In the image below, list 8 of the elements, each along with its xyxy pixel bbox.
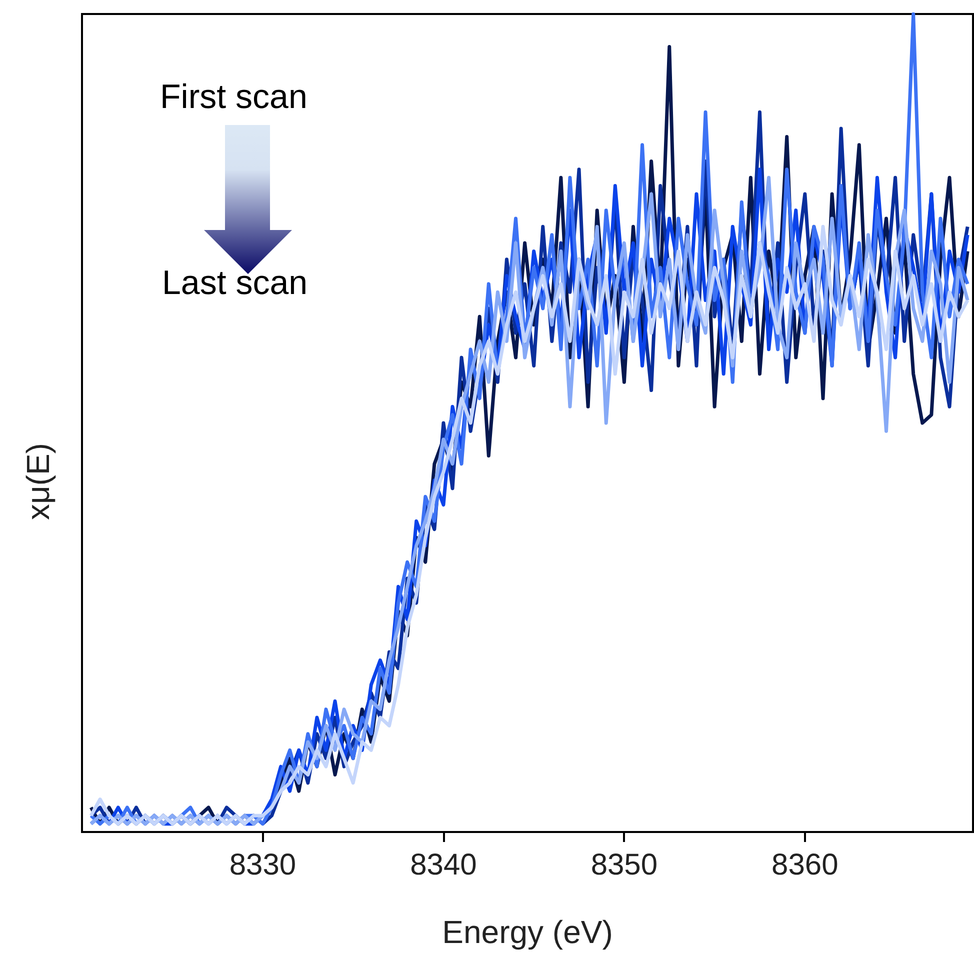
x-tick-label: 8360 [772,848,838,882]
x-axis-title: Energy (eV) [442,914,613,950]
x-tick-label: 8340 [410,848,477,882]
annotation: First scan [160,78,308,116]
annotation: Last scan [162,264,308,302]
x-tick-label: 8350 [590,848,658,882]
y-axis-title: xμ(E) [20,442,56,520]
x-tick-label: 8330 [229,848,296,882]
